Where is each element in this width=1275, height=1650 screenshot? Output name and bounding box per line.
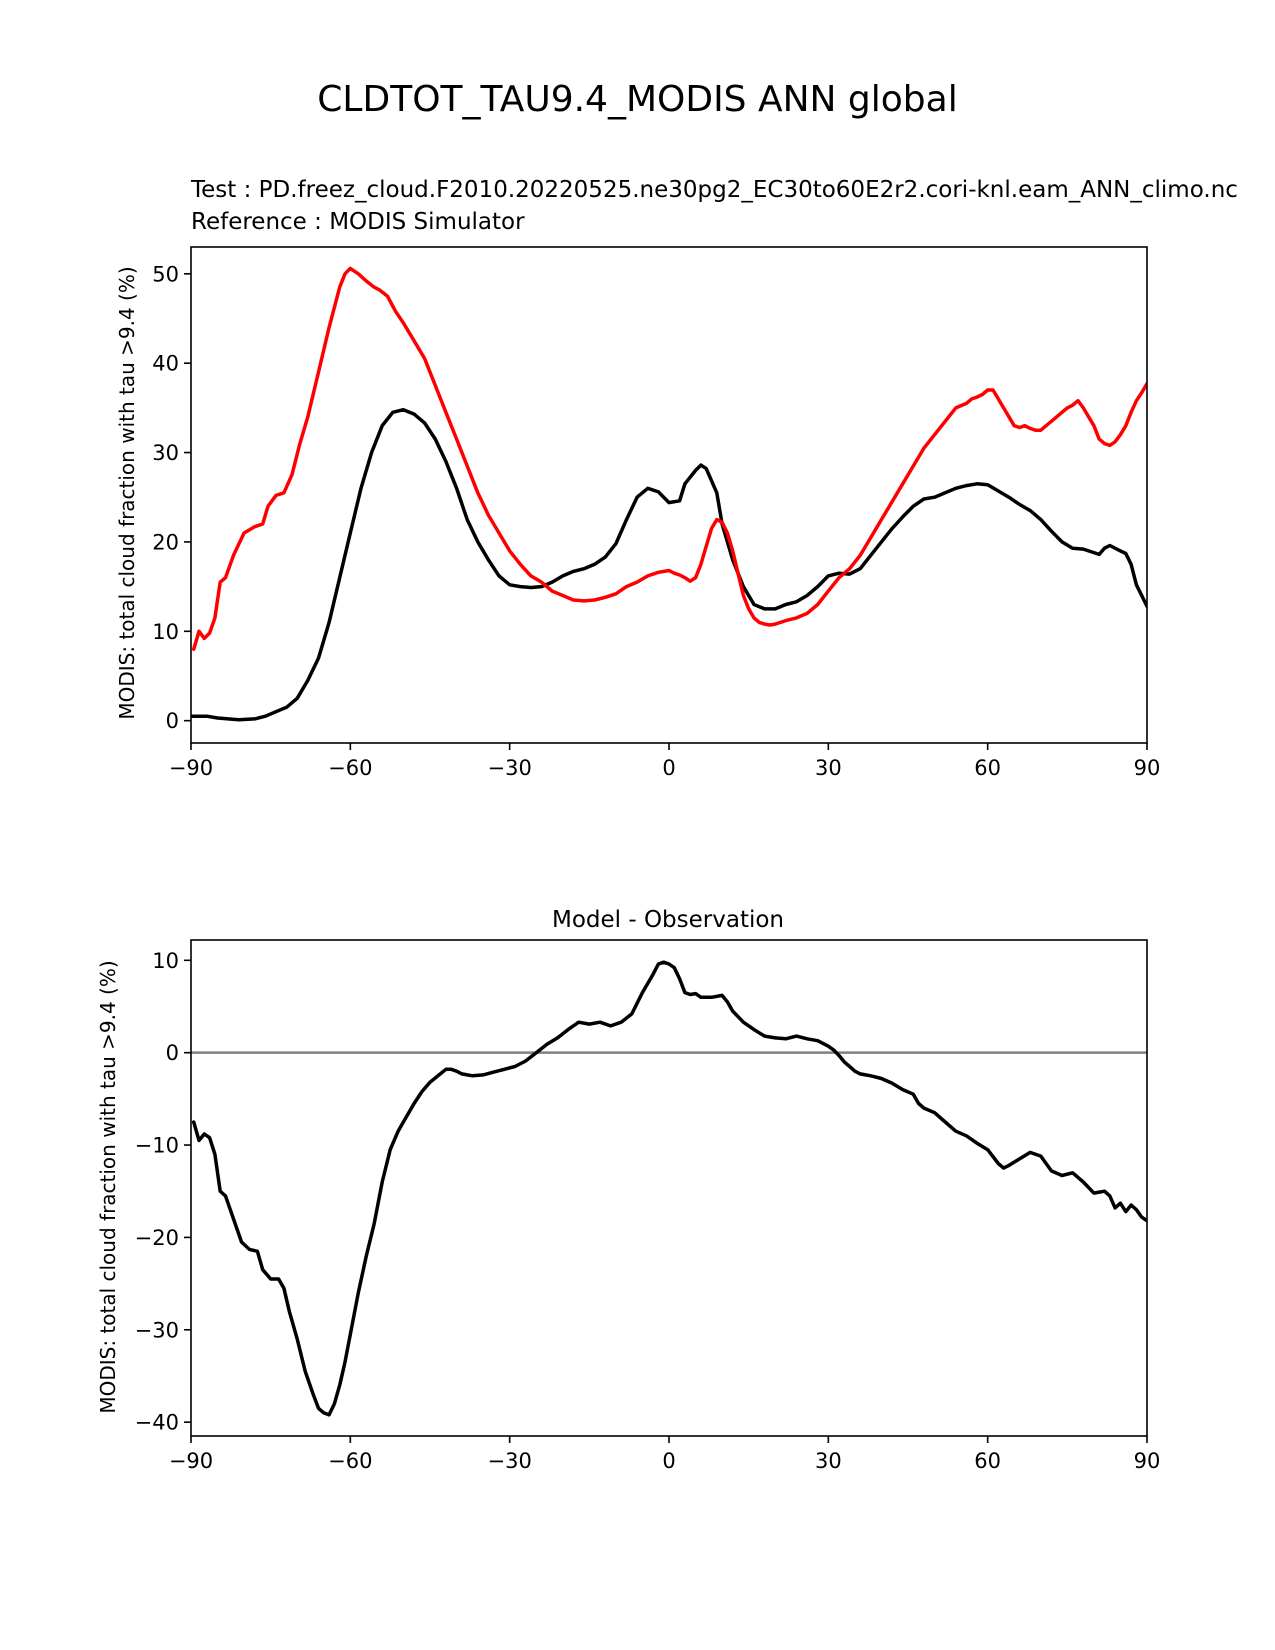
- bottom-y-tick-label: 10: [152, 949, 179, 973]
- bottom-x-tick-label: −30: [488, 1449, 532, 1473]
- top-plot-area: −90 −60 −30 0 30 60 90 0 10 20 30 40 50: [152, 246, 1161, 780]
- figure-suptitle: CLDTOT_TAU9.4_MODIS ANN global: [317, 79, 957, 120]
- top-y-tick-label: 10: [152, 620, 179, 644]
- top-y-axis-label: MODIS: total cloud fraction with tau >9.…: [115, 266, 139, 719]
- bottom-y-tick-label: −20: [135, 1226, 179, 1250]
- bottom-y-tick-label: −40: [135, 1411, 179, 1435]
- bottom-y-tick-label: −10: [135, 1134, 179, 1158]
- top-y-tick-label: 50: [152, 262, 179, 286]
- top-x-tick-label: 60: [974, 756, 1001, 780]
- top-y-tick-label: 20: [152, 530, 179, 554]
- bottom-y-tick-label: −30: [135, 1318, 179, 1342]
- bottom-series-difference-line: [191, 960, 1147, 1417]
- bottom-y-axis-label: MODIS: total cloud fraction with tau >9.…: [96, 960, 120, 1413]
- top-x-tick-label: 30: [815, 756, 842, 780]
- top-panel: Test : PD.freez_cloud.F2010.20220525.ne3…: [115, 177, 1238, 780]
- top-y-tick-label: 30: [152, 441, 179, 465]
- bottom-title: Model - Observation: [552, 907, 784, 933]
- top-x-tick-label: −90: [169, 756, 213, 780]
- reference-label: Reference : MODIS Simulator: [191, 209, 525, 235]
- bottom-x-tick-label: −90: [169, 1449, 213, 1473]
- top-series-reference-line: [191, 266, 1147, 651]
- bottom-x-tick-label: 60: [974, 1449, 1001, 1473]
- top-y-tick-label: 0: [166, 709, 179, 733]
- bottom-plot-area: −90 −60 −30 0 30 60 90 −40 −30 −20 −10 0 10: [135, 939, 1161, 1473]
- bottom-x-tick-label: 30: [815, 1449, 842, 1473]
- bottom-panel: Model - Observation MODIS: total cloud f…: [96, 907, 1161, 1473]
- bottom-y-tick-label: 0: [166, 1041, 179, 1065]
- top-x-tick-label: 0: [662, 756, 675, 780]
- top-x-tick-label: −60: [328, 756, 372, 780]
- top-y-tick-label: 40: [152, 352, 179, 376]
- top-series-test-line: [191, 407, 1147, 722]
- bottom-x-tick-label: 0: [662, 1449, 675, 1473]
- top-x-tick-label: −30: [488, 756, 532, 780]
- top-x-tick-label: 90: [1134, 756, 1161, 780]
- test-label: Test : PD.freez_cloud.F2010.20220525.ne3…: [190, 177, 1238, 203]
- bottom-x-tick-label: 90: [1134, 1449, 1161, 1473]
- bottom-x-tick-label: −60: [328, 1449, 372, 1473]
